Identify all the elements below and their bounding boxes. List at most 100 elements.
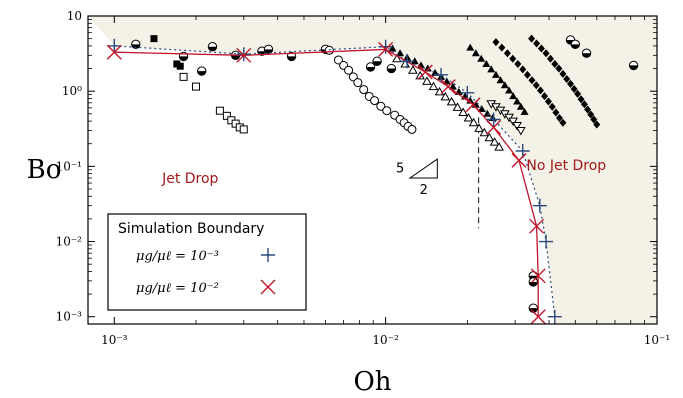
half-fill bbox=[387, 68, 396, 73]
filled-diamond-marker bbox=[555, 113, 563, 122]
no-jet-drop-shaded-region bbox=[88, 16, 657, 324]
filled-diamond-marker bbox=[528, 76, 536, 85]
open-circle-marker bbox=[344, 65, 354, 75]
filled-diamond-marker bbox=[584, 105, 592, 114]
legend-x-marker bbox=[260, 279, 276, 295]
filled-triangle-marker bbox=[471, 49, 480, 57]
filled-diamond-marker bbox=[546, 54, 554, 63]
y-tick-label: 10⁻³ bbox=[56, 310, 83, 324]
legend-title: Simulation Boundary bbox=[118, 221, 264, 237]
plus-marker bbox=[261, 248, 275, 262]
filled-triangle-marker bbox=[482, 59, 491, 67]
open-triangle-marker bbox=[440, 91, 451, 101]
simulation-boundary-markers bbox=[106, 38, 562, 325]
y-tick-label: 10 bbox=[67, 9, 82, 23]
open-triangle-marker bbox=[392, 53, 402, 63]
half-fill bbox=[287, 56, 296, 61]
x-marker bbox=[465, 97, 481, 113]
half-fill bbox=[582, 53, 591, 58]
y-axis-label: Bo bbox=[27, 155, 62, 185]
open-circle-marker bbox=[407, 124, 417, 134]
x-marker bbox=[529, 218, 545, 234]
filled-diamond-marker bbox=[523, 70, 531, 79]
open-square-marker bbox=[191, 82, 200, 91]
open-circle-marker bbox=[333, 55, 343, 65]
open-triangle-marker bbox=[494, 142, 505, 151]
filled-diamond-marker bbox=[537, 44, 545, 53]
half-fill bbox=[529, 308, 538, 313]
filled-diamond-marker bbox=[559, 118, 567, 127]
plus-marker bbox=[532, 198, 547, 213]
x-marker bbox=[530, 268, 546, 284]
plus-marker bbox=[378, 39, 393, 54]
x-marker bbox=[486, 119, 502, 135]
y-tick-label: 10⁰ bbox=[62, 84, 82, 98]
open-square-marker bbox=[215, 106, 224, 115]
x-marker bbox=[378, 41, 394, 57]
jet-drop-annotation: Jet Drop bbox=[161, 171, 218, 187]
open-square-marker bbox=[239, 125, 248, 134]
filled-triangle-marker bbox=[509, 92, 518, 100]
filled-diamond-marker bbox=[590, 115, 598, 124]
filled-diamond-marker bbox=[519, 65, 527, 74]
slope-horizontal-label: 2 bbox=[420, 183, 428, 198]
open-triangle-marker bbox=[463, 112, 474, 122]
plus-marker bbox=[107, 38, 122, 53]
plus-marker bbox=[460, 85, 475, 100]
open-triangle-marker bbox=[446, 96, 457, 106]
open-down-triangle-marker bbox=[512, 121, 522, 131]
half-fill bbox=[131, 44, 140, 49]
axis-tick-labels: 10⁻³ 10⁻² 10⁻¹ 10⁻³ 10⁻² 10⁻¹ 10⁰ 10 bbox=[56, 9, 671, 347]
x-marker bbox=[511, 152, 527, 168]
open-circle-marker bbox=[376, 101, 386, 111]
open-circle-marker bbox=[382, 106, 392, 116]
y-tick-label: 10⁻² bbox=[56, 235, 83, 249]
filled-diamond-marker bbox=[574, 89, 582, 98]
x-marker bbox=[236, 47, 252, 63]
filled-diamond-marker bbox=[514, 59, 522, 68]
filled-diamond-marker bbox=[559, 69, 567, 78]
legend-plus-marker bbox=[261, 248, 275, 262]
filled-diamond-marker bbox=[544, 97, 552, 106]
filled-triangle-marker bbox=[483, 109, 492, 117]
filled-diamond-marker bbox=[593, 120, 601, 129]
filled-triangle-marker bbox=[520, 107, 529, 115]
filled-triangle-marker bbox=[500, 81, 509, 89]
plus-marker bbox=[486, 112, 501, 127]
half-fill bbox=[231, 55, 240, 60]
x-marker bbox=[417, 64, 433, 80]
open-triangle-marker bbox=[408, 65, 418, 74]
x-marker bbox=[106, 44, 122, 60]
legend: Simulation Boundary μg/μℓ = 10⁻³ μg/μℓ =… bbox=[107, 213, 307, 311]
filled-triangle-marker bbox=[466, 43, 475, 51]
no-jet-drop-annotation: No Jet Drop bbox=[526, 158, 606, 174]
open-down-triangle-marker bbox=[508, 117, 518, 127]
half-fill bbox=[366, 66, 375, 72]
y-tick-label: 10⁻¹ bbox=[56, 159, 82, 173]
open-circle-marker bbox=[370, 96, 380, 106]
open-circle-marker bbox=[359, 85, 369, 95]
filled-diamond-marker bbox=[555, 64, 563, 73]
half-fill bbox=[179, 56, 188, 61]
filled-diamond-marker bbox=[542, 49, 550, 58]
x-axis-label: Oh bbox=[353, 367, 391, 397]
open-triangle-marker bbox=[428, 81, 439, 91]
open-square-marker bbox=[222, 111, 231, 120]
half-fill bbox=[197, 71, 206, 76]
open-triangle-marker bbox=[458, 107, 468, 117]
plus-marker bbox=[400, 54, 415, 69]
filled-diamond-marker bbox=[567, 79, 575, 88]
filled-square-marker bbox=[150, 35, 158, 43]
plus-marker bbox=[434, 67, 449, 82]
filled-diamond-marker bbox=[492, 38, 500, 47]
filled-triangle-marker bbox=[388, 44, 397, 52]
legend-box bbox=[107, 213, 307, 311]
slope-vertical-label: 5 bbox=[396, 162, 404, 177]
plus-marker bbox=[236, 47, 251, 62]
x-tick-label: 10⁻¹ bbox=[644, 333, 670, 347]
open-triangle-marker bbox=[468, 117, 479, 127]
open-circle-marker bbox=[348, 72, 358, 82]
x-tick-label: 10⁻³ bbox=[101, 333, 128, 347]
x-tick-label: 10⁻² bbox=[372, 333, 399, 347]
filled-diamond-marker bbox=[563, 75, 571, 84]
